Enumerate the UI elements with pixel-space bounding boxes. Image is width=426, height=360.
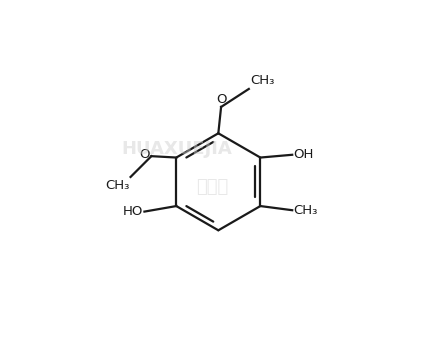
Text: HUAXUEJIA: HUAXUEJIA [121,140,232,158]
Text: CH₃: CH₃ [250,74,275,87]
Text: CH₃: CH₃ [294,204,318,217]
Text: OH: OH [294,148,314,161]
Text: O: O [216,93,226,105]
Text: O: O [139,148,150,161]
Text: HO: HO [123,205,143,218]
Text: CH₃: CH₃ [105,179,129,192]
Text: 化学加: 化学加 [196,178,228,196]
